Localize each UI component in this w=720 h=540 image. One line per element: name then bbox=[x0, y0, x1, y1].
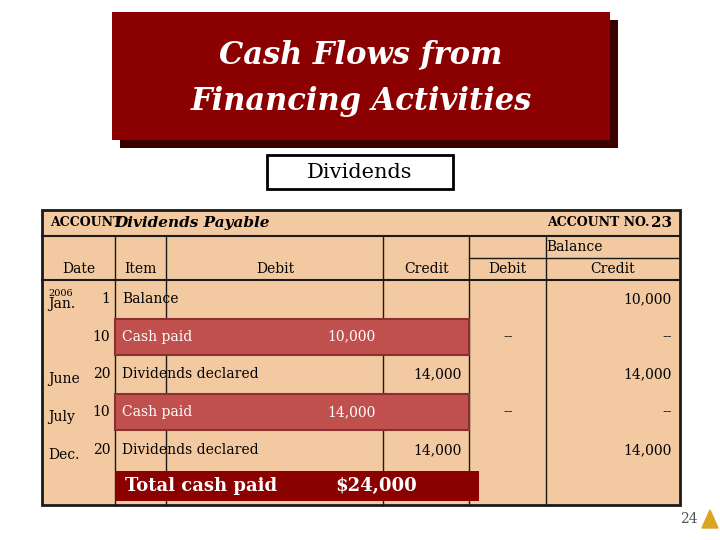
Text: Cash Flows from: Cash Flows from bbox=[220, 39, 503, 70]
Text: 14,000: 14,000 bbox=[624, 443, 672, 457]
Text: Date: Date bbox=[62, 262, 95, 276]
Text: Dividends Payable: Dividends Payable bbox=[114, 216, 269, 230]
Text: July: July bbox=[48, 410, 75, 424]
Text: Cash paid: Cash paid bbox=[122, 406, 193, 419]
Text: Debit: Debit bbox=[489, 262, 527, 276]
Bar bbox=[115, 394, 469, 430]
Text: Cash paid: Cash paid bbox=[122, 330, 193, 343]
Bar bbox=[112, 12, 610, 140]
Text: Item: Item bbox=[125, 262, 157, 276]
Text: 14,000: 14,000 bbox=[413, 443, 462, 457]
Text: ACCOUNT NO.: ACCOUNT NO. bbox=[547, 217, 650, 230]
Text: 20: 20 bbox=[93, 443, 110, 457]
Polygon shape bbox=[702, 510, 718, 528]
Text: Balance: Balance bbox=[122, 292, 179, 306]
Text: 1: 1 bbox=[102, 292, 110, 306]
Text: 24: 24 bbox=[680, 512, 698, 526]
Bar bbox=[115, 319, 469, 355]
Text: --: -- bbox=[503, 330, 513, 343]
Text: ACCOUNT: ACCOUNT bbox=[50, 217, 122, 230]
Text: 14,000: 14,000 bbox=[624, 368, 672, 381]
Text: 14,000: 14,000 bbox=[327, 406, 375, 419]
Text: 14,000: 14,000 bbox=[413, 368, 462, 381]
Text: Dividends declared: Dividends declared bbox=[122, 443, 259, 457]
Text: 2006: 2006 bbox=[48, 289, 73, 299]
Text: 20: 20 bbox=[93, 368, 110, 381]
Text: 10,000: 10,000 bbox=[327, 330, 375, 343]
Text: Dividends declared: Dividends declared bbox=[122, 368, 259, 381]
Text: Financing Activities: Financing Activities bbox=[190, 86, 531, 117]
Text: 10: 10 bbox=[93, 330, 110, 343]
Text: June: June bbox=[48, 373, 80, 387]
Text: Total cash paid: Total cash paid bbox=[125, 477, 277, 495]
Bar bbox=[267, 155, 453, 189]
Text: Balance: Balance bbox=[546, 240, 603, 254]
Text: Debit: Debit bbox=[256, 262, 294, 276]
Text: 23: 23 bbox=[651, 216, 672, 230]
Text: --: -- bbox=[662, 330, 672, 343]
Text: Dec.: Dec. bbox=[48, 448, 79, 462]
Text: --: -- bbox=[503, 406, 513, 419]
Bar bbox=[120, 20, 618, 148]
Text: Dividends: Dividends bbox=[307, 163, 413, 181]
Text: --: -- bbox=[662, 406, 672, 419]
Text: Credit: Credit bbox=[404, 262, 449, 276]
Bar bbox=[42, 210, 680, 505]
Text: Credit: Credit bbox=[590, 262, 635, 276]
Text: Jan.: Jan. bbox=[48, 297, 75, 311]
Text: $24,000: $24,000 bbox=[336, 477, 417, 495]
Bar bbox=[115, 471, 480, 501]
Text: 10: 10 bbox=[93, 406, 110, 419]
Text: 10,000: 10,000 bbox=[624, 292, 672, 306]
